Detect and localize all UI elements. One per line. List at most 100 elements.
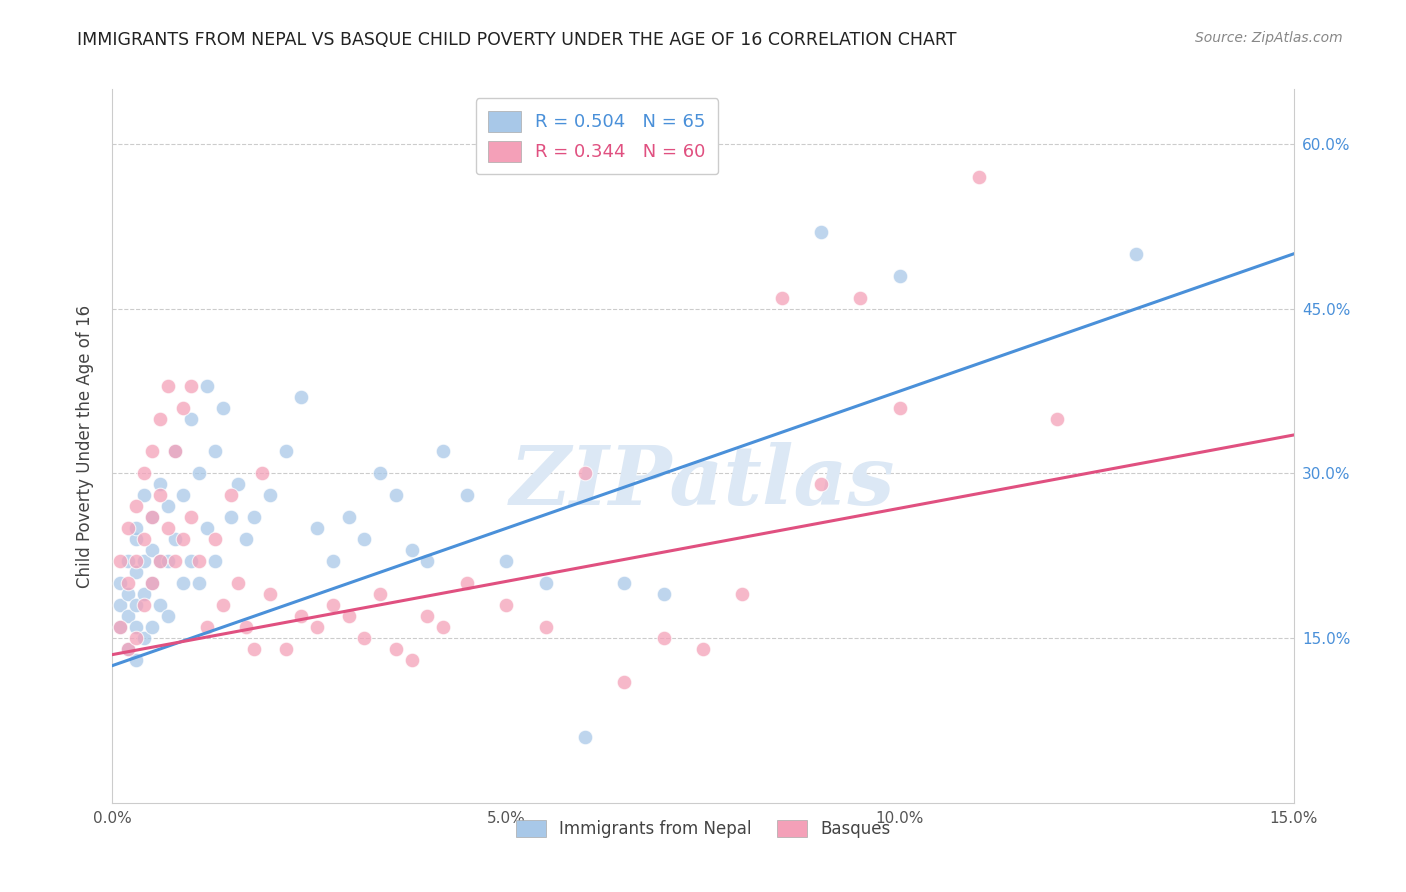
Point: [243, 510, 266, 524]
Point: [274, 642, 297, 657]
Point: [456, 488, 478, 502]
Point: [534, 576, 557, 591]
Point: [432, 620, 454, 634]
Point: [416, 609, 439, 624]
Point: [125, 521, 148, 535]
Point: [967, 169, 990, 184]
Point: [259, 587, 281, 601]
Point: [385, 642, 408, 657]
Point: [125, 631, 148, 645]
Y-axis label: Child Poverty Under the Age of 16: Child Poverty Under the Age of 16: [76, 304, 94, 588]
Point: [652, 631, 675, 645]
Point: [117, 576, 139, 591]
Point: [243, 642, 266, 657]
Point: [132, 533, 155, 547]
Point: [149, 554, 172, 568]
Point: [495, 598, 517, 612]
Point: [156, 500, 179, 514]
Point: [125, 554, 148, 568]
Point: [228, 477, 250, 491]
Point: [401, 543, 423, 558]
Point: [180, 554, 202, 568]
Point: [219, 510, 242, 524]
Legend: Immigrants from Nepal, Basques: Immigrants from Nepal, Basques: [509, 813, 897, 845]
Point: [125, 566, 148, 580]
Point: [165, 444, 187, 458]
Point: [125, 653, 148, 667]
Point: [180, 510, 202, 524]
Point: [195, 378, 218, 392]
Point: [110, 620, 132, 634]
Point: [110, 576, 132, 591]
Text: Source: ZipAtlas.com: Source: ZipAtlas.com: [1195, 31, 1343, 45]
Point: [149, 598, 172, 612]
Point: [1125, 247, 1147, 261]
Point: [290, 609, 312, 624]
Point: [1046, 411, 1069, 425]
Point: [322, 554, 344, 568]
Point: [117, 554, 139, 568]
Point: [337, 609, 360, 624]
Point: [385, 488, 408, 502]
Point: [204, 533, 226, 547]
Point: [337, 510, 360, 524]
Point: [156, 554, 179, 568]
Point: [849, 291, 872, 305]
Point: [204, 444, 226, 458]
Point: [731, 587, 754, 601]
Point: [110, 554, 132, 568]
Point: [613, 576, 636, 591]
Point: [132, 598, 155, 612]
Text: ZIPatlas: ZIPatlas: [510, 442, 896, 522]
Point: [652, 587, 675, 601]
Point: [149, 477, 172, 491]
Point: [188, 467, 211, 481]
Point: [141, 510, 163, 524]
Point: [165, 533, 187, 547]
Point: [117, 642, 139, 657]
Point: [307, 620, 329, 634]
Point: [889, 268, 911, 283]
Point: [770, 291, 793, 305]
Point: [228, 576, 250, 591]
Point: [156, 378, 179, 392]
Point: [132, 631, 155, 645]
Point: [125, 533, 148, 547]
Point: [401, 653, 423, 667]
Point: [235, 620, 257, 634]
Point: [219, 488, 242, 502]
Point: [117, 521, 139, 535]
Point: [125, 500, 148, 514]
Point: [172, 576, 194, 591]
Point: [810, 477, 832, 491]
Point: [132, 488, 155, 502]
Point: [195, 620, 218, 634]
Point: [141, 543, 163, 558]
Point: [188, 554, 211, 568]
Point: [574, 467, 596, 481]
Point: [132, 554, 155, 568]
Point: [141, 576, 163, 591]
Point: [307, 521, 329, 535]
Point: [149, 554, 172, 568]
Point: [889, 401, 911, 415]
Point: [117, 609, 139, 624]
Point: [574, 730, 596, 744]
Point: [432, 444, 454, 458]
Point: [117, 642, 139, 657]
Point: [456, 576, 478, 591]
Point: [250, 467, 273, 481]
Point: [172, 401, 194, 415]
Point: [290, 390, 312, 404]
Point: [149, 411, 172, 425]
Point: [353, 631, 375, 645]
Point: [180, 411, 202, 425]
Point: [204, 554, 226, 568]
Point: [165, 554, 187, 568]
Point: [368, 467, 391, 481]
Point: [495, 554, 517, 568]
Point: [180, 378, 202, 392]
Point: [416, 554, 439, 568]
Point: [165, 444, 187, 458]
Point: [156, 609, 179, 624]
